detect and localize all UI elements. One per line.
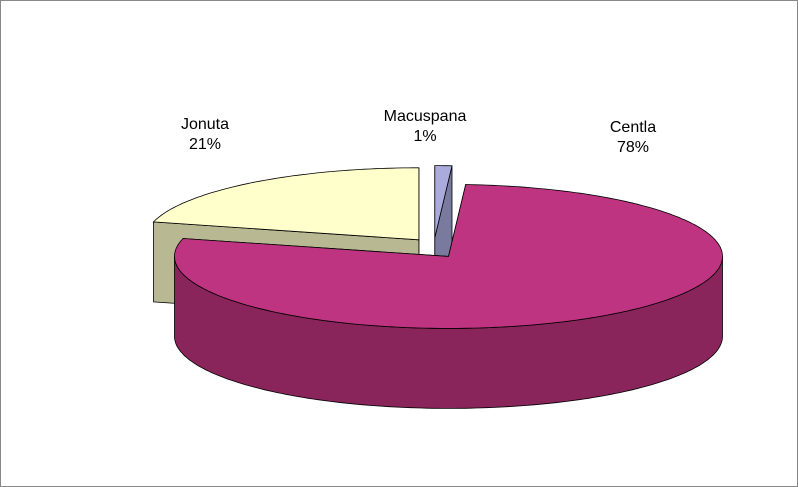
slice-value-label: 78% xyxy=(617,139,649,156)
slice xyxy=(434,165,453,238)
slice-label: Jonuta xyxy=(181,116,229,133)
slice-value-label: 21% xyxy=(189,136,221,153)
slice-value-label: 1% xyxy=(413,128,436,145)
slice xyxy=(152,167,420,241)
slice xyxy=(174,184,723,329)
slice-label: Centla xyxy=(610,119,656,136)
slice-label: Macuspana xyxy=(384,108,467,125)
